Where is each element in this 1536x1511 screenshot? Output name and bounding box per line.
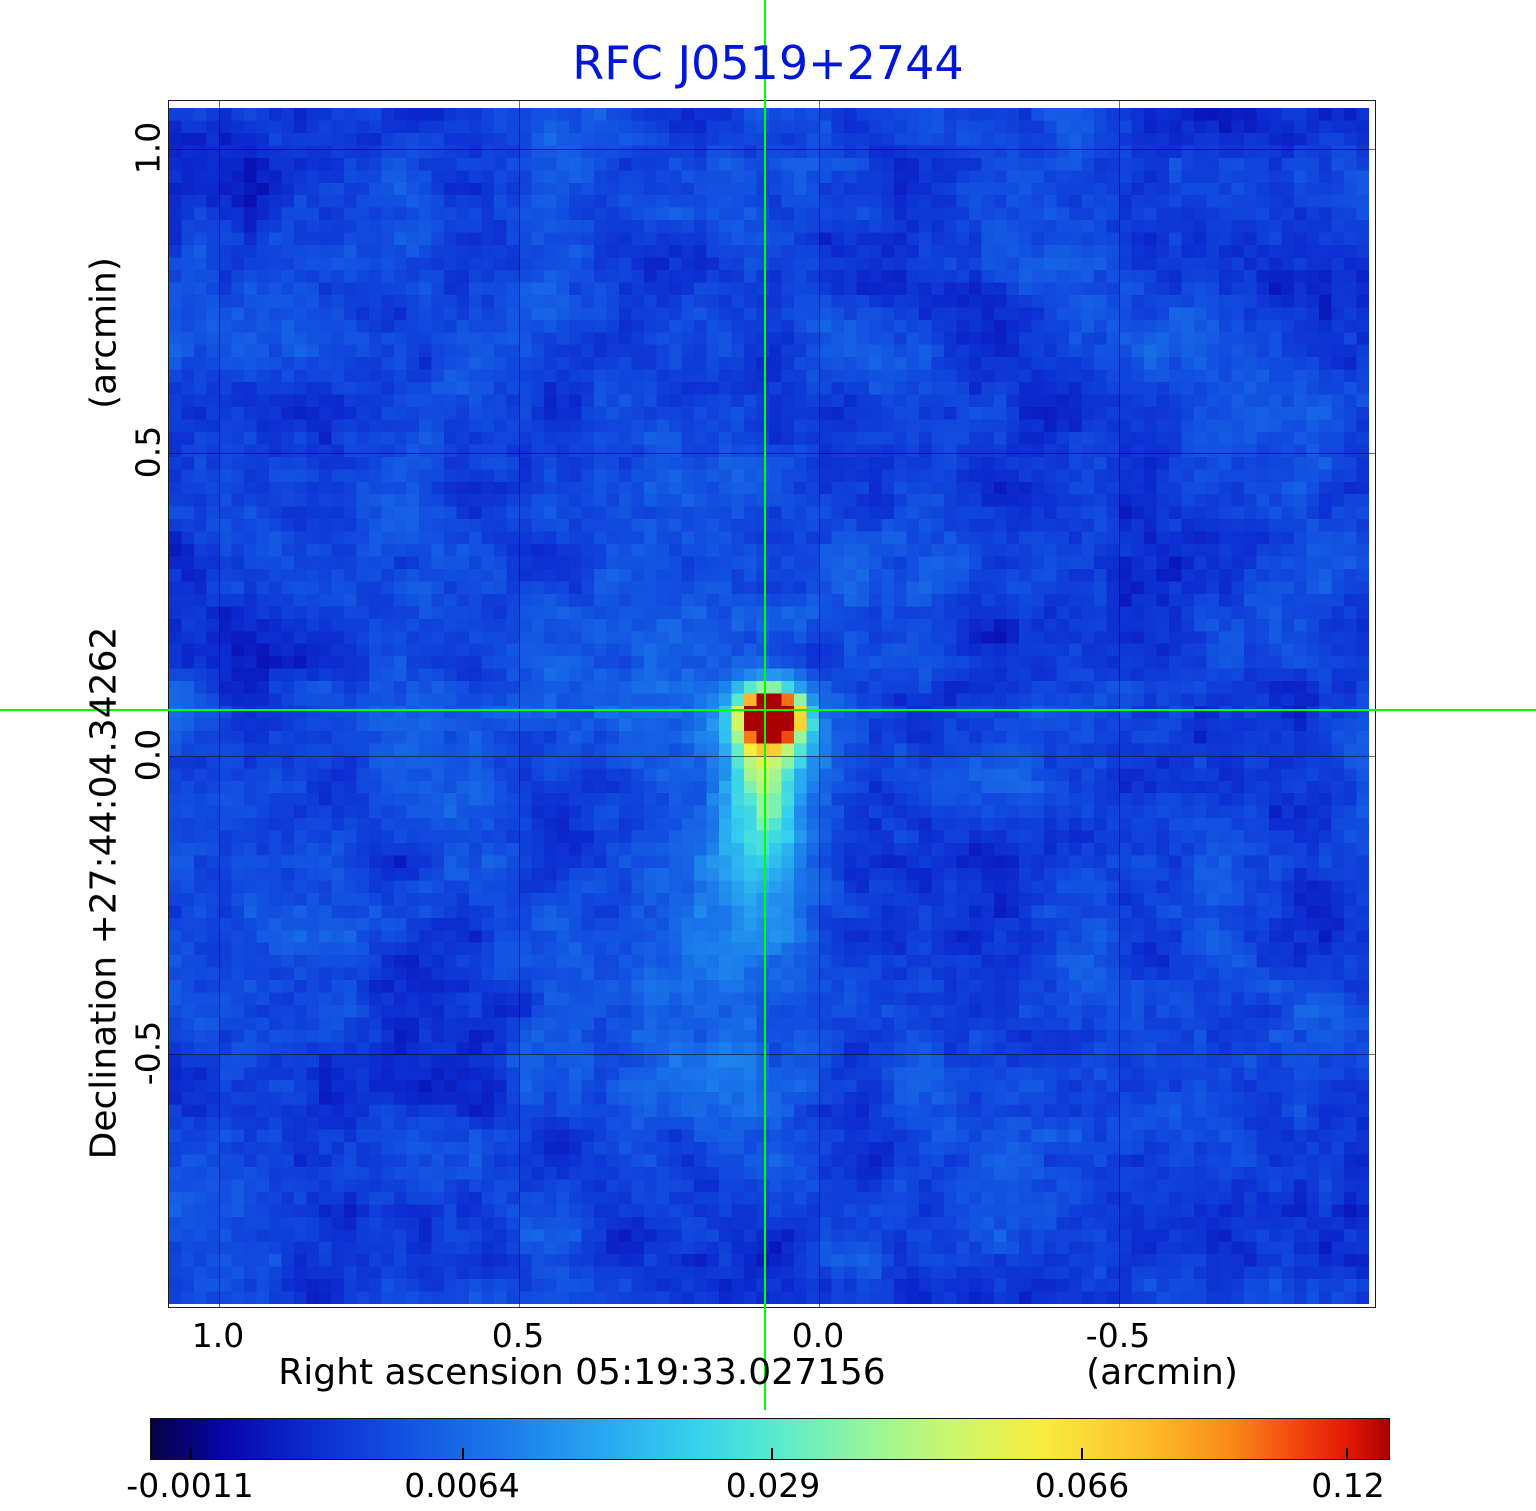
gridline-horizontal [169, 1054, 1375, 1055]
y-axis-label: Declination +27:44:04.34262 [83, 626, 125, 1160]
x-tick-label: 0.5 [491, 1316, 545, 1355]
gridline-horizontal [169, 756, 1375, 757]
x-tick-label: 1.0 [191, 1316, 245, 1355]
colorbar-tick-label: 0.0064 [404, 1466, 520, 1505]
gridline-vertical [219, 101, 220, 1307]
colorbar-tick-mark [461, 1448, 464, 1459]
figure-title: RFC J0519+2744 [572, 36, 964, 90]
colorbar-gradient [151, 1419, 1389, 1459]
colorbar-tick-mark [1080, 1448, 1083, 1459]
colorbar-tick-label: 0.029 [725, 1466, 821, 1505]
gridline-vertical [519, 101, 520, 1307]
colorbar-tick-mark [1345, 1448, 1348, 1459]
colorbar-tick-label: 0.066 [1034, 1466, 1130, 1505]
x-axis-unit-label: (arcmin) [1086, 1352, 1238, 1393]
colorbar-tick-mark [189, 1448, 192, 1459]
y-tick-label: 0.5 [128, 425, 168, 479]
colorbar-tick-label: -0.0011 [126, 1466, 254, 1505]
y-tick-label: 0.0 [128, 728, 168, 782]
sky-image-canvas [169, 108, 1369, 1304]
gridline-vertical [819, 101, 820, 1307]
colorbar-tick-label: 0.12 [1311, 1466, 1385, 1505]
plot-area [168, 100, 1376, 1308]
colorbar-tick-mark [771, 1448, 774, 1459]
x-axis-label: Right ascension 05:19:33.027156 [278, 1352, 886, 1393]
y-tick-label: -0.5 [128, 1020, 168, 1086]
crosshair-horizontal-line [0, 709, 1536, 711]
x-tick-label: -0.5 [1085, 1316, 1151, 1355]
x-tick-label: 0.0 [791, 1316, 845, 1355]
y-tick-label: 1.0 [128, 121, 168, 175]
y-axis-unit-label: (arcmin) [83, 257, 125, 409]
gridline-horizontal [169, 149, 1375, 150]
crosshair-vertical-line [764, 0, 766, 1410]
colorbar [150, 1418, 1390, 1460]
gridline-horizontal [169, 453, 1375, 454]
gridline-vertical [1119, 101, 1120, 1307]
